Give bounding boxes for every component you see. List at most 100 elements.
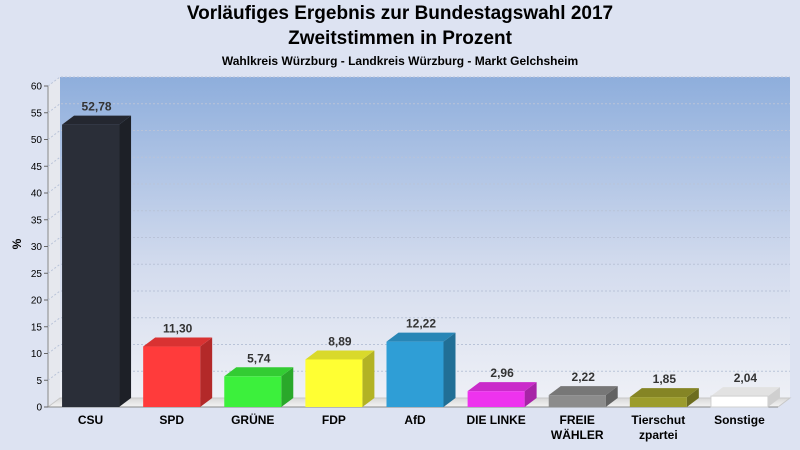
bar-top [62, 115, 132, 125]
bar [629, 388, 699, 407]
y-tick-label: 35 [31, 215, 43, 226]
bar-value-label: 1,85 [653, 372, 677, 386]
chart-region-subtitle: Wahlkreis Würzburg - Landkreis Würzburg … [221, 54, 579, 68]
bar-value-label: 5,74 [247, 351, 271, 365]
bar-front [386, 341, 444, 407]
bar-top [305, 350, 375, 360]
y-tick-label: 30 [31, 242, 43, 253]
bar-top [386, 332, 456, 342]
bar-top [629, 388, 699, 398]
category-label-line: FREIE [560, 413, 595, 427]
category-label: Sonstige [714, 413, 765, 427]
bar-front [710, 395, 769, 408]
grid-line [47, 183, 790, 194]
grid-line [47, 237, 790, 247]
grid-line [47, 344, 790, 354]
bars [62, 115, 780, 408]
bar-top [710, 387, 780, 397]
bar [224, 367, 294, 407]
bar-value-label: 12,22 [406, 317, 436, 331]
bar-side [767, 387, 780, 407]
category-label-line: FDP [322, 413, 346, 427]
category-label: SPD [159, 413, 184, 427]
grid-line [47, 76, 790, 87]
bar-front [305, 359, 363, 407]
category-label-line: GRÜNE [231, 412, 274, 427]
grid-lines [47, 76, 790, 381]
bar-value-label: 8,89 [328, 334, 352, 348]
y-tick-label: 0 [36, 403, 42, 414]
y-tick-label: 55 [31, 108, 43, 119]
category-label-line: SPD [159, 413, 184, 427]
bar-side [281, 367, 294, 407]
grid-line [47, 130, 790, 140]
bar-front [62, 124, 120, 407]
category-label-line: Sonstige [714, 413, 765, 427]
bar-value-label: 2,04 [734, 371, 758, 385]
bar-side [200, 337, 213, 407]
bar-value-label: 2,22 [572, 370, 596, 384]
bar-value-label: 2,96 [490, 366, 514, 380]
y-tick-label: 10 [31, 349, 43, 360]
bar-value-label: 52,78 [82, 100, 112, 114]
bar-side [443, 332, 456, 407]
category-label-line: Tierschut [631, 413, 685, 427]
category-label-line: AfD [404, 413, 426, 427]
bar-top [143, 337, 213, 347]
bar [710, 387, 780, 408]
category-label-line: DIE LINKE [466, 413, 525, 427]
grid-line [47, 103, 790, 114]
y-tick-label: 25 [31, 269, 43, 280]
bar [548, 386, 618, 407]
bar-front [629, 397, 687, 407]
bar-top [467, 382, 537, 392]
bar [143, 337, 213, 407]
category-label-line: CSU [78, 413, 103, 427]
grid-line [47, 317, 790, 328]
plot-side-wall [48, 77, 60, 407]
bar-front [548, 395, 606, 407]
grid-line [47, 210, 790, 221]
y-tick-label: 15 [31, 322, 43, 333]
y-tick-label: 50 [31, 135, 43, 146]
chart-subtitle: Zweitstimmen in Prozent [288, 28, 512, 49]
grid-line [47, 290, 790, 301]
category-label: Tierschut zpartei [631, 413, 685, 442]
bar [62, 115, 132, 407]
bar-top [224, 367, 294, 377]
bar [305, 350, 375, 407]
bar-side [119, 115, 132, 407]
category-label-line: WÄHLER [551, 427, 604, 442]
grid-line [47, 156, 790, 167]
y-tick-label: 5 [36, 376, 42, 387]
y-tick-label: 60 [31, 82, 43, 93]
category-label: GRÜNE [231, 412, 274, 427]
y-tick-label: 45 [31, 162, 43, 173]
chart-title: Vorläufiges Ergebnis zur Bundestagswahl … [186, 3, 614, 24]
category-label: FDP [322, 413, 346, 427]
bar-value-label: 11,30 [163, 322, 193, 336]
grid-line [47, 370, 790, 381]
bar [467, 382, 537, 407]
y-axis-label: % [10, 238, 24, 249]
bar-front [224, 376, 282, 407]
bar [386, 332, 456, 407]
category-label: CSU [78, 413, 103, 427]
bar-top [548, 386, 618, 396]
bar-side [524, 382, 537, 407]
y-tick-label: 20 [31, 296, 43, 307]
category-label: FREIE WÄHLER [551, 413, 604, 442]
bar-side [362, 350, 375, 407]
grid-line [47, 263, 790, 274]
y-tick-label: 40 [31, 189, 43, 200]
y-axis-ticks: 0 5 10 15 20 25 30 35 40 45 50 55 60 [31, 82, 48, 414]
category-label: AfD [404, 413, 426, 427]
category-label: DIE LINKE [466, 413, 525, 427]
bar-side [605, 386, 618, 407]
bar-side [686, 388, 699, 407]
bar-front [143, 346, 201, 407]
value-labels: 52,78 11,30 5,74 8,89 12,22 2,96 2,22 1,85 2,04 [82, 100, 758, 386]
category-label-line: zpartei [639, 428, 678, 442]
